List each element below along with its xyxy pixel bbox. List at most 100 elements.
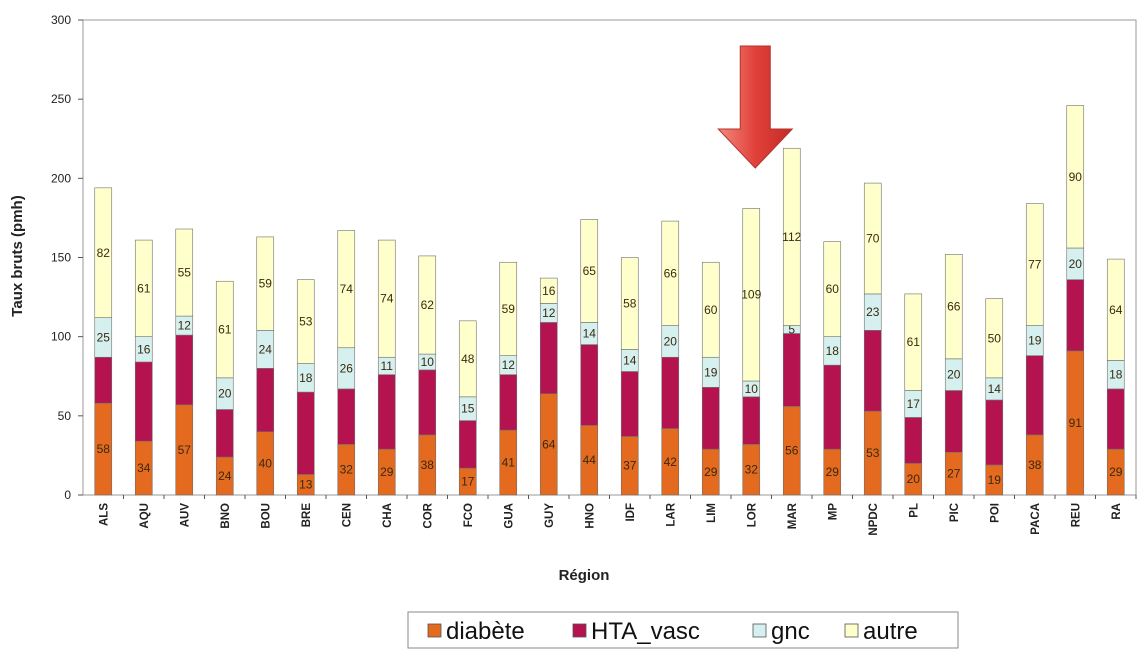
data-label: 70 <box>866 232 880 246</box>
data-label: 48 <box>461 352 475 366</box>
bar-stack-hno: 44 14 65 <box>580 219 599 496</box>
x-tick-label: CEN <box>341 503 353 527</box>
bar-segment-hta-vasc <box>742 396 761 445</box>
x-tick-label: BRE <box>301 503 313 528</box>
data-label: 112 <box>782 230 801 244</box>
bar-stack-guy: 64 12 16 <box>539 277 558 496</box>
bar-stack-lor: 32 10 109 <box>741 208 762 496</box>
bar-segment-autre <box>134 239 153 337</box>
data-label: 90 <box>1069 170 1083 184</box>
bar-stack-bre: 13 18 53 <box>296 279 315 496</box>
x-tick-label: PIC <box>949 503 961 522</box>
data-label: 14 <box>988 382 1002 396</box>
data-label: 59 <box>259 277 273 291</box>
data-label: 27 <box>947 467 961 481</box>
bar-stack-aqu: 34 16 61 <box>134 239 153 496</box>
data-label: 32 <box>745 463 759 477</box>
bars-layer: 58 25 82 34 16 61 57 12 55 24 20 61 40 24 59 13 18 53 32 26… <box>94 105 1125 496</box>
x-tick-label: RA <box>1111 503 1123 520</box>
y-tick-label: 50 <box>58 409 72 423</box>
data-label: 19 <box>1028 334 1042 348</box>
data-label: 32 <box>340 463 354 477</box>
data-label: 20 <box>947 368 961 382</box>
legend-box <box>407 611 959 649</box>
x-tick-label: COR <box>422 502 434 528</box>
x-tick-labels: ALS AQU AUV BNO BOU BRE CEN CHA COR FCO GUA GUY HNO I… <box>98 495 1137 536</box>
data-label: 23 <box>866 305 880 319</box>
bar-segment-hta-vasc <box>782 333 801 407</box>
bar-stack-mp: 29 18 60 <box>823 241 842 496</box>
bar-segment-hta-vasc <box>904 417 923 464</box>
x-tick-label: PL <box>908 503 920 518</box>
bar-stack-bno: 24 20 61 <box>215 280 234 496</box>
y-tick-label: 200 <box>51 171 71 185</box>
bar-segment-hta-vasc <box>823 364 842 450</box>
data-label: 62 <box>421 298 435 312</box>
y-tick-labels: 0 50 100 150 200 250 300 <box>51 13 83 502</box>
y-axis-title: Taux bruts (pmh) <box>9 195 26 316</box>
data-label: 14 <box>583 327 597 341</box>
bar-stack-paca: 38 19 77 <box>1025 203 1044 496</box>
bar-stack-npdc: 53 23 70 <box>863 182 882 496</box>
y-tick-label: 100 <box>51 330 71 344</box>
bar-segment-hta-vasc <box>337 388 356 445</box>
x-tick-label: AUV <box>179 503 191 528</box>
legend-label: diabète <box>446 618 525 645</box>
bar-segment-autre <box>620 257 639 350</box>
bar-segment-autre <box>904 293 923 391</box>
data-label: 53 <box>299 315 313 329</box>
x-tick-label: BOU <box>260 503 272 529</box>
data-label: 66 <box>664 266 678 280</box>
bar-segment-hta-vasc <box>1066 279 1085 352</box>
data-label: 64 <box>1109 303 1123 317</box>
x-tick-label: POI <box>989 503 1001 523</box>
bar-stack-lar: 42 20 66 <box>661 220 680 496</box>
data-label: 12 <box>178 319 192 333</box>
data-label: 56 <box>785 444 799 458</box>
bar-segment-hta-vasc <box>256 368 275 432</box>
arrow-annotation <box>717 45 794 169</box>
data-label: 41 <box>502 456 516 470</box>
bar-stack-cha: 29 11 74 <box>377 239 396 496</box>
bar-segment-autre <box>1025 203 1044 326</box>
data-label: 61 <box>137 281 151 295</box>
bar-stack-lim: 29 19 60 <box>701 261 720 496</box>
x-tick-label: NPDC <box>868 503 880 536</box>
bar-segment-autre <box>215 280 234 379</box>
bar-stack-fco: 17 15 48 <box>458 320 477 496</box>
bar-segment-hta-vasc <box>377 374 396 450</box>
data-label: 5 <box>788 323 795 337</box>
x-tick-label: CHA <box>382 503 394 528</box>
x-tick-label: BNO <box>220 503 232 529</box>
y-tick-label: 300 <box>51 13 71 27</box>
x-tick-label: LAR <box>665 502 677 526</box>
data-label: 38 <box>421 458 435 472</box>
bar-segment-autre <box>175 228 194 317</box>
bar-segment-hta-vasc <box>499 374 518 431</box>
data-label: 18 <box>1109 368 1123 382</box>
data-label: 91 <box>1069 416 1083 430</box>
bar-segment-autre <box>1106 258 1125 361</box>
data-label: 26 <box>340 361 354 375</box>
bar-stack-idf: 37 14 58 <box>620 257 639 496</box>
bar-segment-autre <box>337 230 356 349</box>
data-label: 17 <box>461 475 475 489</box>
data-label: 44 <box>583 453 597 467</box>
data-label: 53 <box>866 446 880 460</box>
plot-frame <box>82 19 1137 496</box>
bar-segment-hta-vasc <box>944 390 963 453</box>
x-tick-label: FCO <box>463 503 475 527</box>
data-label: 12 <box>502 358 516 372</box>
bar-stack-ra: 29 18 64 <box>1106 258 1125 496</box>
legend-swatch <box>427 623 442 638</box>
bar-segment-autre <box>823 241 842 337</box>
bar-stack-poi: 19 14 50 <box>985 298 1004 496</box>
data-label: 65 <box>583 264 597 278</box>
data-label: 55 <box>178 266 192 280</box>
bar-segment-hta-vasc <box>296 391 315 475</box>
data-label: 20 <box>218 387 232 401</box>
data-label: 77 <box>1028 258 1042 272</box>
bar-stack-pic: 27 20 66 <box>944 254 963 496</box>
data-label: 16 <box>137 342 151 356</box>
data-label: 16 <box>542 284 556 298</box>
